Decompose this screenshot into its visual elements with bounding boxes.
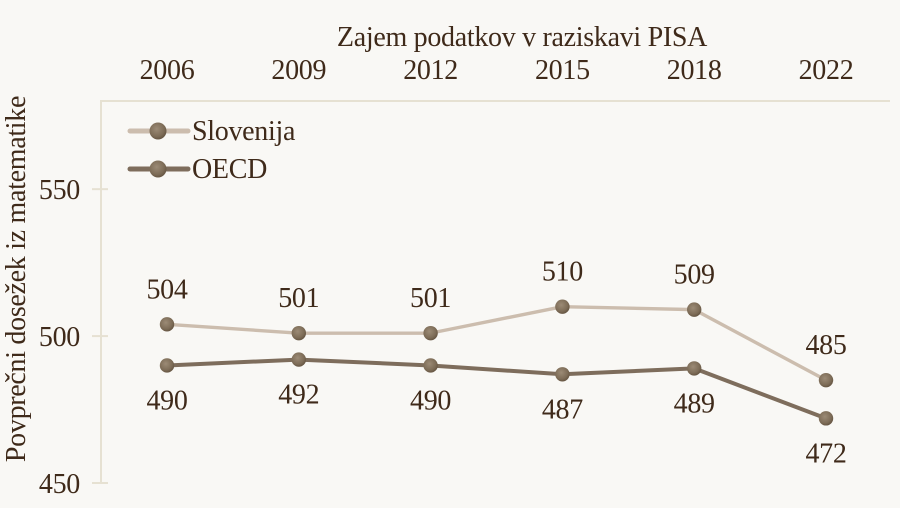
data-point-marker: [818, 372, 834, 388]
data-value-label: 487: [542, 394, 583, 425]
data-value-label: 472: [805, 438, 846, 469]
axis-spines: [100, 100, 890, 483]
data-point-marker: [687, 302, 702, 317]
legend-marker: [149, 122, 167, 140]
data-value-label: 490: [410, 385, 451, 416]
data-value-label: 501: [278, 283, 319, 314]
data-point-marker: [291, 325, 306, 341]
data-point-marker: [423, 325, 438, 341]
data-point-marker: [555, 299, 570, 314]
data-value-label: 510: [542, 257, 583, 288]
data-point-marker: [555, 367, 570, 382]
legend-marker: [149, 160, 167, 178]
data-point-marker: [687, 361, 702, 376]
y-tick-label: 550: [39, 175, 80, 206]
data-value-label: 501: [410, 283, 451, 314]
x-tick-label: 2009: [271, 55, 326, 86]
data-value-label: 485: [805, 330, 846, 361]
data-point-marker: [159, 358, 175, 373]
x-tick-label: 2015: [535, 55, 590, 86]
y-tick-label: 450: [39, 469, 80, 500]
y-tick-label: 500: [39, 322, 80, 353]
y-axis-title: Povprečni dosežek iz matematike: [1, 96, 32, 462]
data-value-label: 509: [674, 260, 715, 291]
data-value-label: 489: [674, 388, 715, 419]
x-tick-label: 2022: [799, 55, 854, 86]
data-value-label: 490: [146, 385, 187, 416]
x-tick-label: 2012: [403, 55, 458, 86]
chart-generated-content: 450 500 550 2006 2009 2012 2015 2018 2022 504 501 5…: [39, 55, 890, 500]
data-value-label: 492: [278, 380, 319, 411]
chart-title: Zajem podatkov v raziskavi PISA: [337, 22, 708, 53]
legend-label-slovenija: Slovenija: [192, 116, 296, 147]
data-point-marker: [818, 411, 834, 426]
data-value-label: 504: [146, 274, 187, 305]
x-tick-label: 2006: [140, 55, 195, 86]
x-tick-label: 2018: [667, 55, 722, 86]
series-line-oecd: [165, 357, 828, 421]
data-point-marker: [423, 358, 438, 373]
series-line-slovenija: [165, 304, 828, 382]
data-point-marker: [291, 352, 306, 367]
legend-label-oecd: OECD: [192, 154, 267, 185]
data-point-marker: [159, 317, 175, 332]
